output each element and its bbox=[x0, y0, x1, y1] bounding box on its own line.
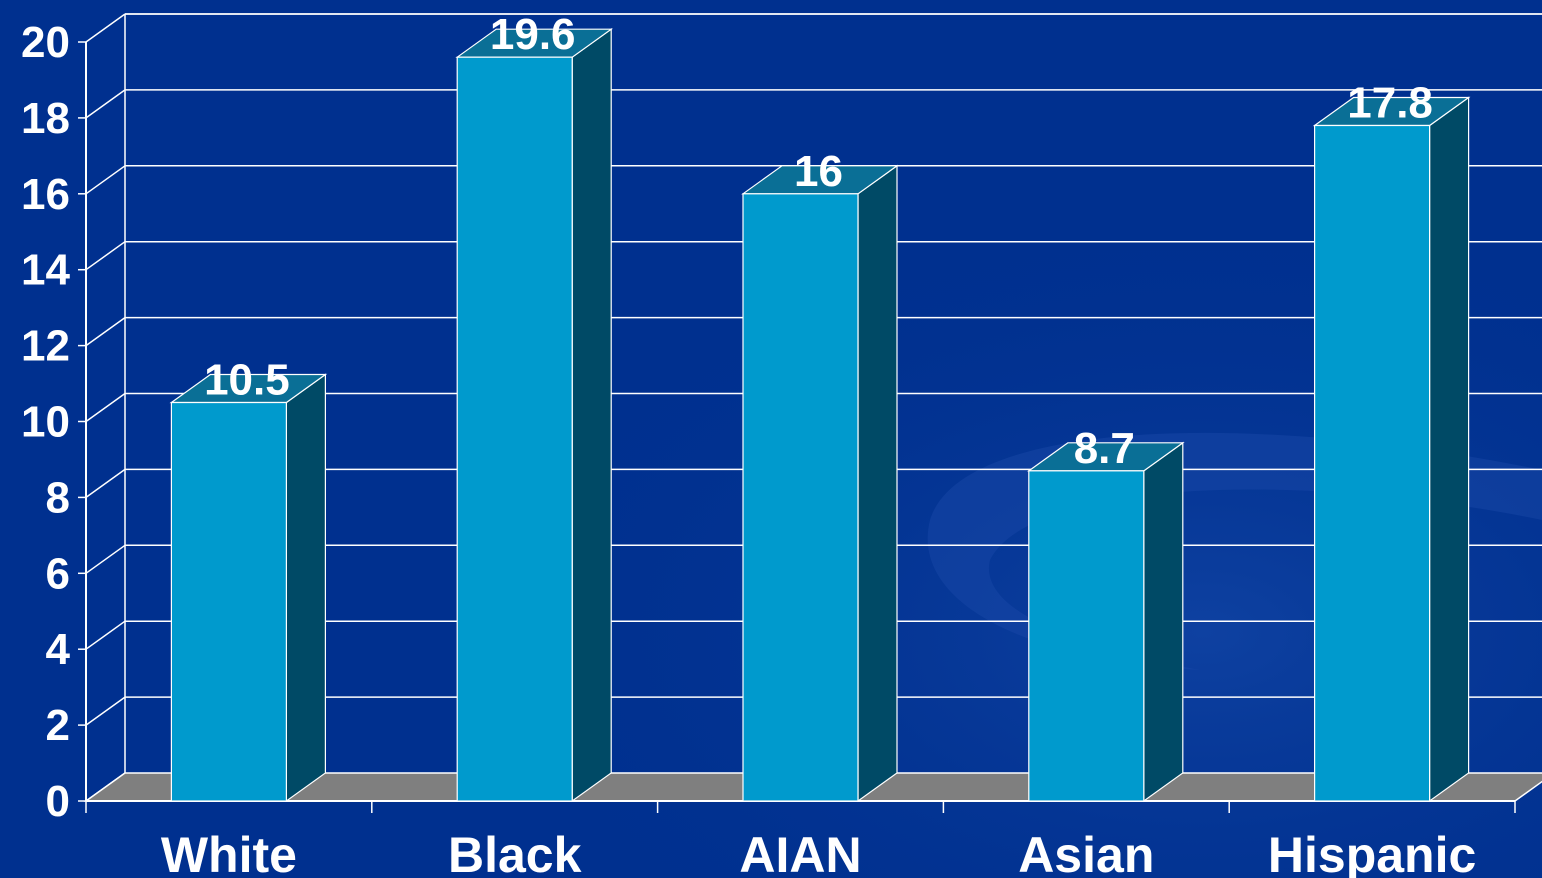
x-category-label: Asian bbox=[1018, 827, 1154, 878]
data-label: 19.6 bbox=[490, 10, 576, 59]
bar-front-face bbox=[1029, 471, 1144, 801]
y-tick-label: 8 bbox=[46, 473, 70, 522]
y-tick-label: 10 bbox=[21, 398, 70, 447]
bar-front-face bbox=[1315, 125, 1430, 801]
data-label: 10.5 bbox=[204, 356, 290, 405]
bar-side-face bbox=[1430, 97, 1469, 801]
y-tick-label: 20 bbox=[21, 18, 70, 67]
y-tick-label: 14 bbox=[21, 246, 70, 295]
y-tick-label: 18 bbox=[21, 94, 70, 143]
bar-side-face bbox=[858, 166, 897, 801]
bar-side-face bbox=[1144, 443, 1183, 801]
y-tick-label: 2 bbox=[46, 701, 70, 750]
y-tick-label: 4 bbox=[46, 625, 71, 674]
y-tick-label: 16 bbox=[21, 170, 70, 219]
bar-hispanic bbox=[1315, 97, 1469, 801]
bar-front-face bbox=[743, 194, 858, 801]
x-category-label: AIAN bbox=[739, 827, 861, 878]
bar-front-face bbox=[171, 403, 286, 801]
bar-side-face bbox=[572, 29, 611, 801]
y-tick-label: 6 bbox=[46, 549, 70, 598]
y-tick-label: 12 bbox=[21, 322, 70, 371]
bar-asian bbox=[1029, 443, 1183, 801]
data-label: 8.7 bbox=[1074, 424, 1135, 473]
data-label: 16 bbox=[794, 147, 843, 196]
bar-aian bbox=[743, 166, 897, 801]
bar-side-face bbox=[286, 375, 325, 801]
x-category-label: Hispanic bbox=[1268, 827, 1476, 878]
bar-white bbox=[171, 375, 325, 801]
data-label: 17.8 bbox=[1347, 78, 1433, 127]
bar-front-face bbox=[457, 57, 572, 801]
x-category-label: Black bbox=[448, 827, 582, 878]
bar-black bbox=[457, 29, 611, 801]
y-tick-label: 0 bbox=[46, 777, 70, 826]
x-category-label: White bbox=[161, 827, 297, 878]
